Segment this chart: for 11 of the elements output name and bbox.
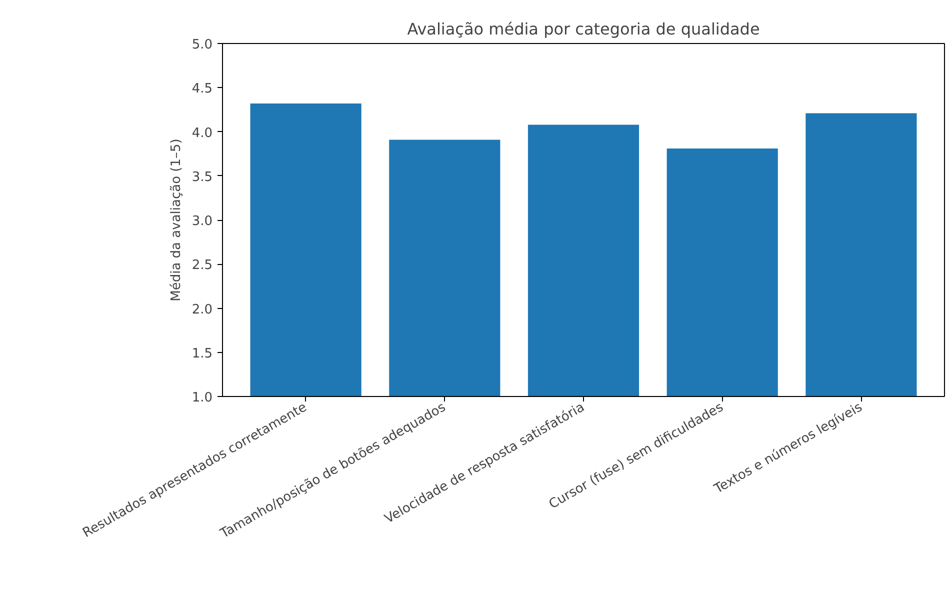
y-tick-label: 2.0 (192, 302, 213, 318)
y-axis-title: Média da avaliação (1–5) (168, 138, 184, 302)
y-tick-label: 1.5 (192, 346, 213, 362)
y-tick-label: 3.0 (192, 214, 213, 229)
chart-title: Avaliação média por categoria de qualidade (407, 20, 760, 38)
y-tick-label: 2.5 (192, 258, 213, 274)
y-tick-label: 5.0 (192, 38, 213, 52)
y-tick-label: 3.5 (192, 170, 213, 185)
y-tick-label: 1.0 (192, 390, 213, 406)
y-tick-label: 4.0 (192, 126, 213, 141)
y-tick-label: 4.5 (192, 82, 213, 97)
